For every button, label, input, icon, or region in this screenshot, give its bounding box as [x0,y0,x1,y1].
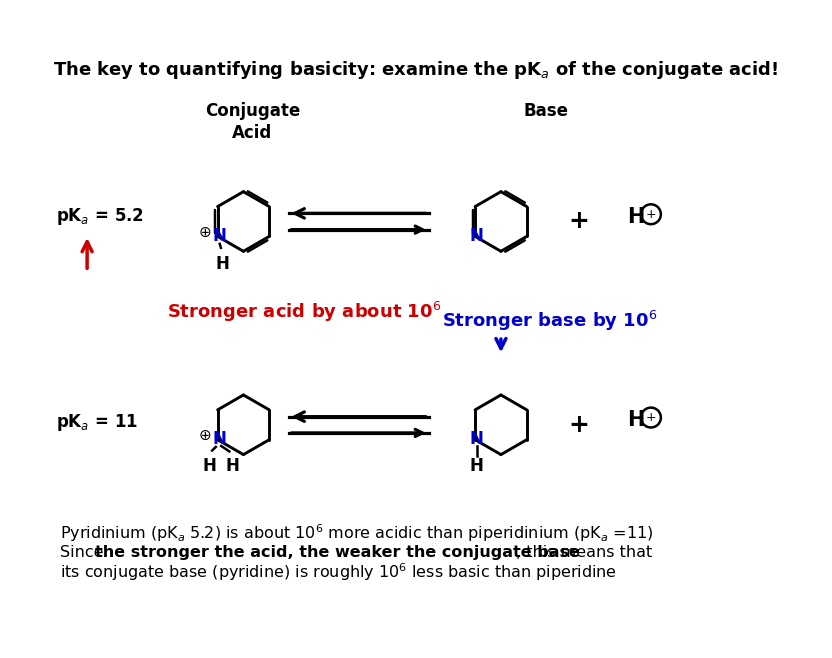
Text: The key to quantifying basicity: examine the pK$_a$ of the conjugate acid!: The key to quantifying basicity: examine… [53,59,779,81]
Text: the stronger the acid, the weaker the conjugate base: the stronger the acid, the weaker the co… [95,545,580,560]
Text: H: H [225,457,239,475]
Text: H: H [215,255,229,273]
Text: N: N [212,228,226,245]
Text: +: + [646,208,656,220]
Text: pK$_a$ = 5.2: pK$_a$ = 5.2 [57,207,144,228]
Text: ⊕: ⊕ [199,225,211,240]
Text: N: N [470,430,484,448]
Text: N: N [469,228,483,245]
Text: Conjugate
Acid: Conjugate Acid [205,102,300,142]
Text: +: + [646,411,656,424]
Text: , this means that: , this means that [517,545,652,560]
Text: Since: Since [60,545,109,560]
Text: Pyridinium (pK$_a$ 5.2) is about 10$^6$ more acidic than piperidinium (pK$_a$ =1: Pyridinium (pK$_a$ 5.2) is about 10$^6$ … [60,522,653,544]
Text: +: + [568,413,589,437]
Text: N: N [212,430,226,448]
Text: H: H [202,457,216,475]
Text: H: H [470,457,484,475]
Text: Stronger acid by about 10$^6$: Stronger acid by about 10$^6$ [166,300,441,324]
Text: ⊕: ⊕ [199,428,211,443]
Text: its conjugate base (pyridine) is roughly 10$^6$ less basic than piperidine: its conjugate base (pyridine) is roughly… [60,561,617,583]
Text: Stronger base by 10$^6$: Stronger base by 10$^6$ [442,309,657,333]
Text: H: H [627,207,645,227]
Text: pK$_a$ = 11: pK$_a$ = 11 [57,411,138,432]
Text: H: H [627,410,645,430]
Text: Base: Base [523,102,568,120]
Text: +: + [568,209,589,234]
